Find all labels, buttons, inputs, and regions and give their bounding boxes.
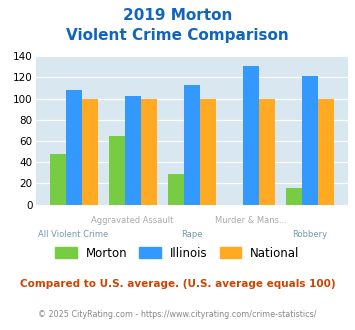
- Text: © 2025 CityRating.com - https://www.cityrating.com/crime-statistics/: © 2025 CityRating.com - https://www.city…: [38, 310, 317, 319]
- Text: Murder & Mans...: Murder & Mans...: [215, 216, 287, 225]
- Legend: Morton, Illinois, National: Morton, Illinois, National: [51, 242, 304, 264]
- Text: Rape: Rape: [181, 230, 202, 239]
- Bar: [243, 66, 259, 205]
- Bar: [286, 188, 302, 205]
- Bar: [141, 99, 157, 205]
- Bar: [302, 76, 318, 205]
- Bar: [50, 154, 66, 205]
- Bar: [200, 99, 215, 205]
- Bar: [168, 174, 184, 205]
- Bar: [82, 99, 98, 205]
- Text: Compared to U.S. average. (U.S. average equals 100): Compared to U.S. average. (U.S. average …: [20, 279, 335, 289]
- Bar: [109, 136, 125, 205]
- Text: Robbery: Robbery: [292, 230, 327, 239]
- Bar: [66, 90, 82, 205]
- Bar: [125, 96, 141, 205]
- Text: All Violent Crime: All Violent Crime: [38, 230, 109, 239]
- Text: Aggravated Assault: Aggravated Assault: [92, 216, 174, 225]
- Bar: [318, 99, 334, 205]
- Bar: [259, 99, 275, 205]
- Bar: [184, 85, 200, 205]
- Text: 2019 Morton: 2019 Morton: [123, 8, 232, 23]
- Text: Violent Crime Comparison: Violent Crime Comparison: [66, 28, 289, 43]
